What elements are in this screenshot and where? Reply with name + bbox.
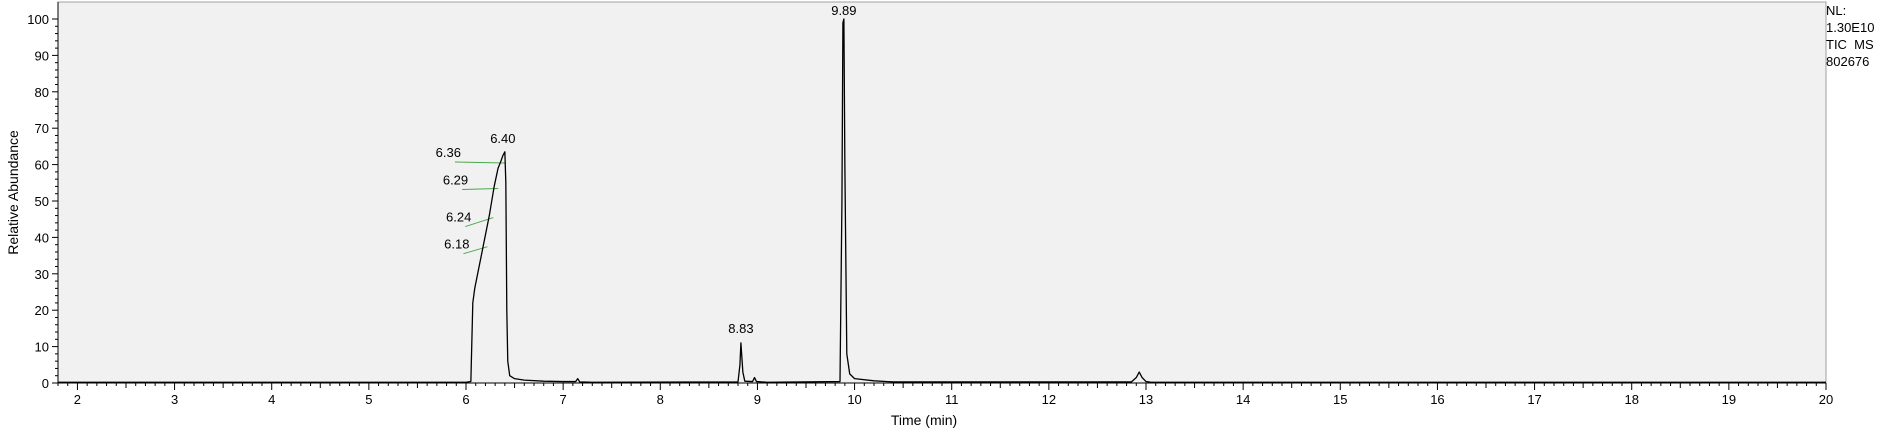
x-tick-label: 20 (1819, 392, 1833, 407)
file-id: 802676 (1826, 54, 1870, 69)
nl-label: NL: (1826, 3, 1847, 18)
peak-annotation-line (462, 187, 499, 190)
peak-label: 9.89 (831, 3, 856, 18)
x-tick-label: 17 (1527, 392, 1541, 407)
y-tick-label: 100 (27, 12, 49, 27)
trace-info-panel: NL: 1.30E10 TIC MS 802676 (1826, 2, 1874, 70)
x-tick-label: 18 (1624, 392, 1638, 407)
y-tick-label: 10 (35, 340, 49, 355)
y-tick-label: 20 (35, 303, 49, 318)
x-tick-label: 19 (1722, 392, 1736, 407)
trace-type: TIC MS (1826, 37, 1874, 52)
x-tick-label: 6 (462, 392, 469, 407)
peak-label: 6.36 (436, 145, 461, 160)
y-tick-label: 0 (42, 376, 49, 391)
nl-value: 1.30E10 (1826, 20, 1875, 35)
peak-label: 6.18 (444, 237, 469, 252)
x-tick-label: 14 (1236, 392, 1250, 407)
x-tick-label: 5 (365, 392, 372, 407)
y-tick-label: 90 (35, 48, 49, 63)
peak-labels: 6.40 6.36 6.29 6.24 6.18 8.83 9.89 (436, 3, 857, 336)
peak-label: 6.29 (443, 172, 468, 187)
x-tick-label: 2 (74, 392, 81, 407)
x-tick-label: 3 (171, 392, 178, 407)
chromatogram-trace-group (58, 18, 1826, 383)
peak-label: 6.24 (446, 210, 471, 225)
peak-label: 8.83 (728, 321, 753, 336)
y-tick-label: 30 (35, 267, 49, 282)
peak-label: 6.40 (490, 131, 515, 146)
axes: 0 10 20 30 40 50 60 70 80 90 100 2 3 4 5 6 7 8 9 10 11 12 13 14… (27, 2, 1833, 407)
y-axis-title: Relative Abundance (5, 130, 21, 255)
peak-annotation-line (454, 161, 505, 164)
x-tick-label: 15 (1333, 392, 1347, 407)
x-axis-title: Time (min) (891, 412, 957, 428)
chromatogram-trace (58, 18, 1826, 383)
y-tick-label: 50 (35, 194, 49, 209)
plot-area (57, 1, 1827, 384)
x-tick-label: 9 (754, 392, 761, 407)
x-tick-label: 13 (1139, 392, 1153, 407)
y-tick-label: 80 (35, 85, 49, 100)
x-tick-label: 11 (945, 392, 959, 407)
x-tick-label: 4 (268, 392, 275, 407)
x-tick-label: 7 (560, 392, 567, 407)
y-tick-label: 70 (35, 121, 49, 136)
x-tick-label: 8 (657, 392, 664, 407)
x-tick-label: 12 (1042, 392, 1056, 407)
x-tick-label: 10 (847, 392, 861, 407)
x-tick-label: 16 (1430, 392, 1444, 407)
y-tick-label: 40 (35, 230, 49, 245)
y-tick-label: 60 (35, 158, 49, 173)
